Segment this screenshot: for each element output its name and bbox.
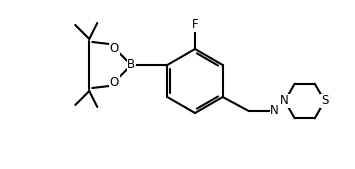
Text: S: S (321, 94, 328, 107)
Text: N: N (280, 94, 289, 107)
Text: F: F (192, 18, 198, 31)
Text: O: O (110, 76, 119, 89)
Text: N: N (271, 104, 279, 117)
Text: O: O (110, 42, 119, 54)
Text: B: B (127, 58, 135, 71)
